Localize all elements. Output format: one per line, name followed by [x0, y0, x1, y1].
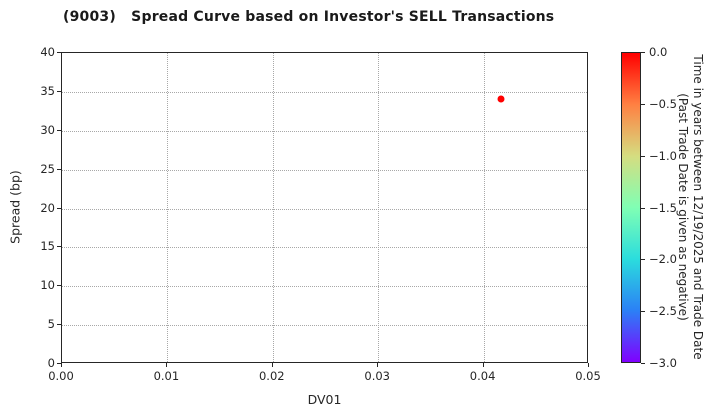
y-gridline	[62, 247, 587, 249]
x-tick-mark	[166, 363, 168, 367]
x-gridline	[167, 53, 169, 362]
x-tick-label: 0.01	[153, 369, 180, 383]
y-tick-label: 0	[47, 356, 55, 370]
colorbar-tick-mark	[641, 259, 645, 261]
y-tick-label: 5	[47, 317, 55, 332]
plot-area	[61, 52, 588, 363]
y-tick-mark	[57, 90, 61, 92]
scatter-point	[497, 95, 505, 103]
colorbar-tick-label: −2.0	[649, 252, 677, 267]
y-tick-label: 10	[40, 278, 55, 293]
colorbar-label-line2: (Past Trade Date is given as negative)	[676, 93, 690, 321]
y-gridline	[62, 169, 587, 171]
x-tick-label: 0.04	[469, 369, 496, 383]
x-tick-label: 0.03	[364, 369, 390, 383]
y-tick-mark	[57, 246, 61, 248]
colorbar-tick-mark	[641, 52, 645, 53]
colorbar-tick-label: −1.0	[649, 148, 677, 163]
colorbar-tick-mark	[641, 363, 645, 364]
y-tick-label: 30	[40, 122, 55, 137]
y-tick-mark	[57, 324, 61, 326]
y-gridline	[62, 208, 587, 210]
colorbar-tick-label: −0.5	[649, 96, 677, 111]
y-tick-label: 25	[40, 161, 55, 176]
y-tick-mark	[57, 285, 61, 287]
y-tick-mark	[57, 363, 61, 364]
colorbar-label-line1: Time in years between 12/19/2025 and Tra…	[691, 54, 705, 360]
y-tick-mark	[57, 52, 61, 53]
y-tick-label: 40	[40, 45, 55, 59]
colorbar-tick-label: −1.5	[649, 200, 677, 215]
x-tick-mark	[377, 363, 379, 367]
x-tick-mark	[271, 363, 273, 367]
colorbar-tick-mark	[641, 155, 645, 157]
y-tick-mark	[57, 129, 61, 131]
colorbar-gradient	[622, 53, 640, 362]
colorbar-tick-mark	[641, 103, 645, 105]
y-gridline	[62, 286, 587, 288]
y-tick-mark	[57, 168, 61, 170]
x-gridline	[272, 53, 274, 362]
y-tick-mark	[57, 207, 61, 209]
chart-title: (9003) Spread Curve based on Investor's …	[63, 9, 555, 25]
x-tick-mark	[588, 363, 589, 367]
y-tick-label: 15	[40, 239, 55, 254]
colorbar-label: Time in years between 12/19/2025 and Tra…	[675, 54, 705, 359]
x-gridline	[378, 53, 380, 362]
colorbar-tick-label: −2.5	[649, 304, 677, 319]
x-tick-label: 0.00	[48, 369, 74, 383]
x-tick-label: 0.05	[575, 369, 601, 383]
x-gridline	[483, 53, 485, 362]
y-tick-label: 20	[40, 200, 55, 215]
x-tick-mark	[61, 363, 62, 367]
colorbar-tick-label: 0.0	[649, 45, 668, 59]
colorbar	[621, 52, 641, 363]
y-tick-label: 35	[40, 83, 55, 98]
x-tick-label: 0.02	[258, 369, 285, 383]
x-axis-label: DV01	[307, 392, 342, 407]
colorbar-tick-label: −3.0	[649, 356, 677, 370]
y-gridline	[62, 325, 587, 327]
colorbar-tick-mark	[641, 207, 645, 209]
y-gridline	[62, 91, 587, 93]
x-tick-mark	[482, 363, 484, 367]
y-gridline	[62, 130, 587, 132]
colorbar-tick-mark	[641, 311, 645, 313]
